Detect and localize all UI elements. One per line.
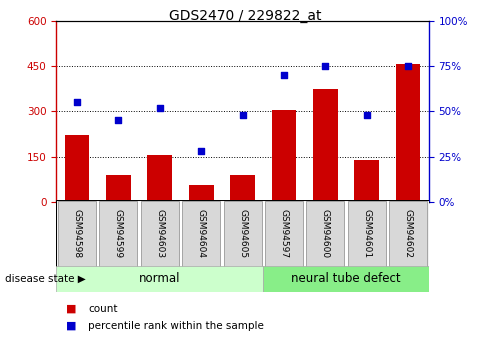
Bar bbox=[106, 175, 131, 202]
Bar bbox=[271, 110, 296, 202]
Point bbox=[73, 99, 81, 105]
Point bbox=[363, 112, 370, 118]
FancyBboxPatch shape bbox=[306, 201, 344, 267]
Text: GSM94597: GSM94597 bbox=[279, 209, 289, 258]
Point bbox=[156, 105, 164, 110]
Point bbox=[321, 63, 329, 69]
Text: GSM94605: GSM94605 bbox=[238, 209, 247, 258]
Bar bbox=[395, 65, 420, 202]
Text: percentile rank within the sample: percentile rank within the sample bbox=[88, 321, 264, 331]
FancyBboxPatch shape bbox=[263, 266, 429, 292]
Bar bbox=[189, 185, 214, 202]
Text: ■: ■ bbox=[66, 321, 76, 331]
Text: GSM94599: GSM94599 bbox=[114, 209, 123, 258]
Text: disease state ▶: disease state ▶ bbox=[5, 274, 86, 284]
FancyBboxPatch shape bbox=[58, 201, 96, 267]
FancyBboxPatch shape bbox=[99, 201, 138, 267]
Text: neural tube defect: neural tube defect bbox=[291, 272, 401, 285]
Bar bbox=[313, 89, 338, 202]
Bar bbox=[147, 155, 172, 202]
Point bbox=[280, 72, 288, 78]
Bar bbox=[230, 175, 255, 202]
Text: GSM94603: GSM94603 bbox=[155, 209, 164, 258]
FancyBboxPatch shape bbox=[265, 201, 303, 267]
Text: GSM94601: GSM94601 bbox=[362, 209, 371, 258]
Point bbox=[404, 63, 412, 69]
Text: count: count bbox=[88, 304, 118, 314]
Text: GSM94598: GSM94598 bbox=[73, 209, 81, 258]
FancyBboxPatch shape bbox=[182, 201, 220, 267]
FancyBboxPatch shape bbox=[141, 201, 179, 267]
Point bbox=[239, 112, 246, 118]
FancyBboxPatch shape bbox=[56, 200, 429, 267]
FancyBboxPatch shape bbox=[223, 201, 262, 267]
Point bbox=[115, 118, 122, 123]
Bar bbox=[65, 136, 90, 202]
FancyBboxPatch shape bbox=[56, 266, 263, 292]
Text: ■: ■ bbox=[66, 304, 76, 314]
FancyBboxPatch shape bbox=[389, 201, 427, 267]
Text: GDS2470 / 229822_at: GDS2470 / 229822_at bbox=[169, 9, 321, 23]
Text: GSM94600: GSM94600 bbox=[321, 209, 330, 258]
FancyBboxPatch shape bbox=[347, 201, 386, 267]
Text: GSM94604: GSM94604 bbox=[196, 209, 206, 258]
Text: GSM94602: GSM94602 bbox=[404, 209, 413, 258]
Point bbox=[197, 148, 205, 154]
Text: normal: normal bbox=[139, 272, 180, 285]
Bar bbox=[354, 159, 379, 202]
